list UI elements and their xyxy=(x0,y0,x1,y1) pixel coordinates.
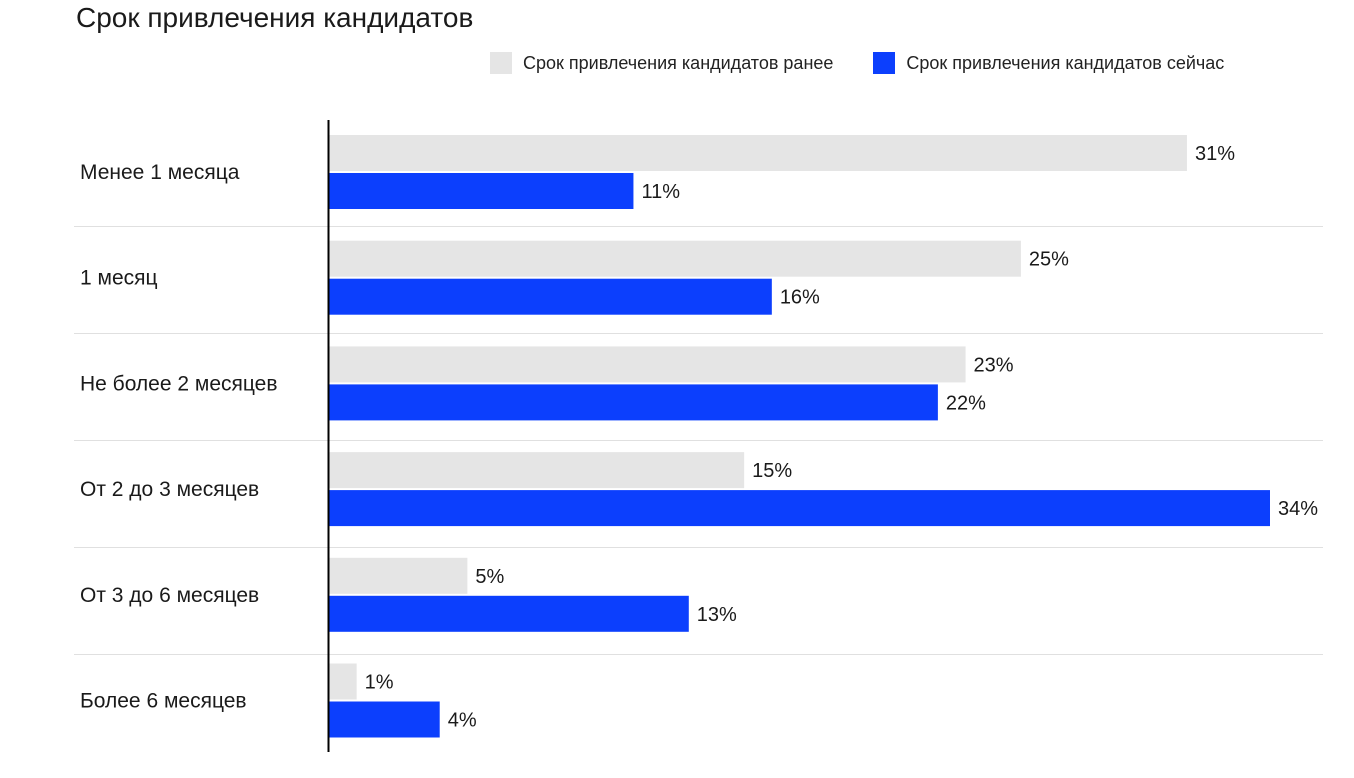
category-label: Менее 1 месяца xyxy=(80,161,240,184)
bar-before xyxy=(329,346,966,383)
chart-title: Срок привлечения кандидатов xyxy=(76,2,474,33)
data-label: 16% xyxy=(780,287,820,309)
bar-now xyxy=(329,278,772,315)
bar-before xyxy=(329,135,1187,171)
data-label: 5% xyxy=(475,566,504,588)
data-label: 23% xyxy=(974,354,1014,376)
bar-now xyxy=(329,595,689,632)
data-label: 34% xyxy=(1278,498,1318,520)
legend-item-before: Срок привлечения кандидатов ранее xyxy=(490,52,833,74)
data-label: 11% xyxy=(641,181,680,203)
data-label: 15% xyxy=(752,460,792,482)
legend-swatch-before xyxy=(490,52,512,74)
data-label: 13% xyxy=(697,604,737,626)
category-label: 1 месяц xyxy=(80,267,158,290)
bar-now xyxy=(329,490,1270,527)
data-label: 31% xyxy=(1195,143,1235,165)
legend-item-now: Срок привлечения кандидатов сейчас xyxy=(873,52,1224,74)
legend-label-now: Срок привлечения кандидатов сейчас xyxy=(906,52,1225,73)
data-label: 4% xyxy=(448,710,477,732)
chart-legend: Срок привлечения кандидатов ранее Срок п… xyxy=(490,52,1224,74)
data-label: 22% xyxy=(946,392,986,414)
bar-before xyxy=(329,557,468,594)
bar-before xyxy=(329,663,357,700)
bar-now xyxy=(329,173,634,209)
data-label: 1% xyxy=(365,672,394,694)
category-label: От 3 до 6 месяцев xyxy=(80,584,259,607)
legend-label-before: Срок привлечения кандидатов ранее xyxy=(523,52,834,73)
bar-now xyxy=(329,384,938,421)
legend-swatch-now xyxy=(873,52,896,74)
category-label: Более 6 месяцев xyxy=(80,690,247,713)
category-label: От 2 до 3 месяцев xyxy=(80,478,259,501)
bar-before xyxy=(329,452,745,489)
bar-now xyxy=(329,701,440,738)
data-label: 25% xyxy=(1029,249,1069,271)
category-label: Не более 2 месяцев xyxy=(80,372,278,395)
bar-before xyxy=(329,240,1021,277)
